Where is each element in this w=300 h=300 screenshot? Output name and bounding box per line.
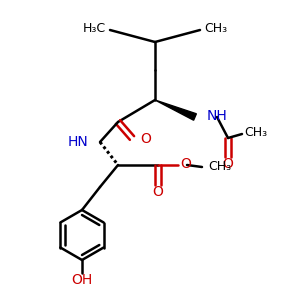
Text: CH₃: CH₃ <box>208 160 231 172</box>
Text: O: O <box>153 185 164 199</box>
Text: HN: HN <box>67 135 88 149</box>
Polygon shape <box>155 100 196 120</box>
Text: CH₃: CH₃ <box>244 125 267 139</box>
Text: H₃C: H₃C <box>83 22 106 34</box>
Text: O: O <box>223 157 233 171</box>
Text: OH: OH <box>71 273 93 287</box>
Text: O: O <box>140 132 151 146</box>
Text: CH₃: CH₃ <box>204 22 227 34</box>
Text: O: O <box>180 157 191 171</box>
Text: NH: NH <box>207 109 228 123</box>
